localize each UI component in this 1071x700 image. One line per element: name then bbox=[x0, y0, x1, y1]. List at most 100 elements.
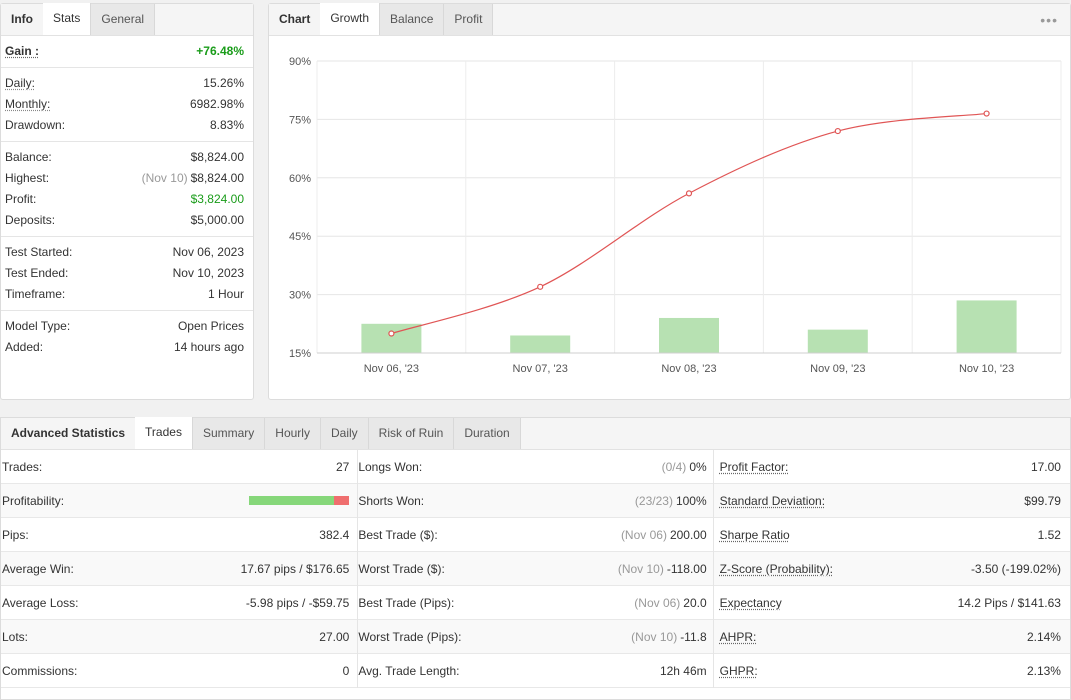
adv-value-text: 0% bbox=[689, 459, 707, 474]
adv-label: Lots: bbox=[2, 629, 29, 644]
adv-row: Worst Trade (Pips): (Nov 10) -11.8 bbox=[358, 620, 713, 654]
advanced-statistics-panel: Advanced Statistics Trades Summary Hourl… bbox=[0, 417, 1071, 700]
adv-tabs: Advanced Statistics Trades Summary Hourl… bbox=[1, 417, 1070, 450]
gain-label[interactable]: Gain : bbox=[5, 44, 40, 58]
adv-label[interactable]: Expectancy bbox=[719, 595, 782, 610]
adv-label[interactable]: Profit Factor: bbox=[719, 459, 789, 474]
stat-value: Nov 06, 2023 bbox=[173, 242, 244, 263]
x-tick-label: Nov 09, '23 bbox=[810, 363, 865, 375]
tab-profit[interactable]: Profit bbox=[444, 4, 494, 35]
adv-value-text: $99.79 bbox=[1024, 493, 1061, 508]
adv-row: Expectancy 14.2 Pips / $141.63 bbox=[713, 586, 1070, 620]
adv-value-note: (Nov 10) bbox=[631, 629, 678, 644]
stat-value-text: 8.83% bbox=[209, 118, 244, 132]
adv-label: Longs Won: bbox=[358, 459, 423, 474]
tab-growth[interactable]: Growth bbox=[320, 3, 381, 35]
adv-value-text: 2.13% bbox=[1026, 663, 1061, 678]
stat-value-text: $3,824.00 bbox=[190, 192, 244, 206]
adv-row: Standard Deviation: $99.79 bbox=[713, 484, 1070, 518]
adv-label: Pips: bbox=[2, 527, 29, 542]
adv-row: Profit Factor: 17.00 bbox=[713, 450, 1070, 484]
growth-point[interactable] bbox=[685, 190, 693, 197]
stat-label: Test Ended: bbox=[5, 266, 69, 280]
profitability-win bbox=[249, 496, 335, 505]
tab-risk-of-ruin[interactable]: Risk of Ruin bbox=[368, 418, 455, 449]
adv-row: AHPR: 2.14% bbox=[713, 620, 1070, 654]
adv-row: Longs Won: (0/4) 0% bbox=[358, 450, 713, 484]
adv-row: GHPR: 2.13% bbox=[713, 654, 1070, 688]
adv-value-note: (0/4) bbox=[661, 459, 687, 474]
tab-summary[interactable]: Summary bbox=[192, 418, 266, 449]
tab-stats[interactable]: Stats bbox=[43, 3, 92, 35]
y-tick-label: 60% bbox=[289, 173, 311, 185]
growth-point[interactable] bbox=[537, 283, 544, 290]
tab-hourly[interactable]: Hourly bbox=[265, 418, 321, 449]
adv-row: Profitability: bbox=[1, 484, 358, 518]
adv-value: -3.50 (-199.02%) bbox=[971, 562, 1061, 576]
x-tick-label: Nov 08, '23 bbox=[661, 363, 716, 375]
stat-value: $8,824.00 bbox=[191, 147, 244, 168]
tab-daily[interactable]: Daily bbox=[320, 418, 369, 449]
stat-row: Highest: (Nov 10) $8,824.00 bbox=[1, 168, 253, 189]
adv-label: Worst Trade ($): bbox=[358, 561, 445, 576]
stats-group: Daily: 15.26% Monthly: 6982.98% Drawdown: 8.8… bbox=[1, 68, 253, 142]
adv-column-3: Profit Factor: 17.00 Standard Deviation: $9… bbox=[713, 450, 1070, 688]
growth-point[interactable] bbox=[834, 127, 841, 135]
adv-value: 0 bbox=[343, 664, 350, 678]
adv-row: Best Trade (Pips): (Nov 06) 20.0 bbox=[358, 586, 713, 620]
adv-label: Best Trade (Pips): bbox=[358, 595, 455, 610]
adv-label[interactable]: GHPR: bbox=[719, 663, 758, 678]
y-tick-label: 45% bbox=[289, 231, 311, 243]
more-options-icon[interactable]: ••• bbox=[1040, 12, 1058, 28]
stat-label: Profit: bbox=[5, 192, 37, 206]
adv-value-note: (Nov 06) bbox=[634, 595, 681, 610]
adv-label[interactable]: Sharpe Ratio bbox=[719, 527, 790, 542]
stat-label: Timeframe: bbox=[5, 287, 66, 301]
x-tick-label: Nov 07, '23 bbox=[513, 363, 568, 375]
adv-row: Z-Score (Probability): -3.50 (-199.02%) bbox=[713, 552, 1070, 586]
stat-label[interactable]: Daily: bbox=[5, 76, 36, 90]
stat-row: Drawdown: 8.83% bbox=[1, 115, 253, 136]
adv-value-text: -118.00 bbox=[666, 561, 707, 576]
adv-column-2: Longs Won: (0/4) 0% Shorts Won: (23/23) 100% B… bbox=[357, 450, 714, 688]
adv-label[interactable]: AHPR: bbox=[719, 629, 757, 644]
stat-row: Daily: 15.26% bbox=[1, 73, 253, 94]
adv-value: (Nov 06) 200.00 bbox=[621, 528, 707, 542]
growth-line bbox=[391, 112, 987, 335]
stat-label: Drawdown: bbox=[5, 118, 66, 132]
stat-date: (Nov 10) bbox=[141, 171, 188, 185]
stat-row: Added: 14 hours ago bbox=[1, 337, 253, 358]
adv-value-text: 2.14% bbox=[1026, 629, 1061, 644]
stat-label[interactable]: Monthly: bbox=[5, 97, 51, 111]
tab-trades[interactable]: Trades bbox=[135, 417, 193, 449]
adv-value-text: 382.4 bbox=[319, 527, 350, 542]
stat-label: Test Started: bbox=[5, 245, 73, 259]
adv-value: (Nov 06) 20.0 bbox=[634, 596, 706, 610]
adv-value-text: 27 bbox=[335, 459, 350, 474]
adv-label[interactable]: Standard Deviation: bbox=[719, 493, 826, 508]
adv-label: Shorts Won: bbox=[358, 493, 425, 508]
tab-balance[interactable]: Balance bbox=[380, 4, 445, 35]
profitability-bar bbox=[249, 496, 350, 505]
growth-point[interactable] bbox=[983, 110, 990, 117]
tab-duration[interactable]: Duration bbox=[454, 418, 521, 449]
growth-point[interactable] bbox=[388, 330, 395, 337]
adv-row: Worst Trade ($): (Nov 10) -118.00 bbox=[358, 552, 713, 586]
stat-value: 6982.98% bbox=[190, 94, 244, 115]
stat-row: Test Ended: Nov 10, 2023 bbox=[1, 263, 253, 284]
adv-value: (Nov 10) -11.8 bbox=[631, 630, 706, 644]
adv-value-text: -5.98 pips / -$59.75 bbox=[245, 595, 350, 610]
adv-value-text: 17.00 bbox=[1030, 459, 1061, 474]
adv-row: Average Loss: -5.98 pips / -$59.75 bbox=[1, 586, 358, 620]
tab-general[interactable]: General bbox=[91, 4, 156, 35]
tab-chart: Chart bbox=[269, 4, 321, 35]
stat-value: 14 hours ago bbox=[174, 337, 244, 358]
stat-value: Open Prices bbox=[178, 316, 244, 337]
gain-value: +76.48% bbox=[196, 44, 244, 58]
growth-bar bbox=[956, 300, 1017, 353]
stat-row: Model Type: Open Prices bbox=[1, 316, 253, 337]
tab-info: Info bbox=[1, 4, 43, 35]
stat-value: 1 Hour bbox=[208, 284, 244, 305]
adv-label[interactable]: Z-Score (Probability): bbox=[719, 561, 834, 576]
adv-value: $99.79 bbox=[1024, 494, 1061, 508]
